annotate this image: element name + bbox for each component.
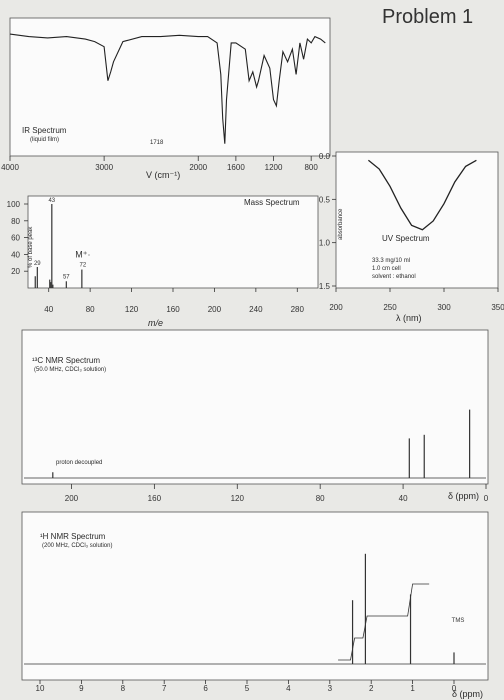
uv-y-tick-label: 0.0 <box>319 152 331 161</box>
ir-x-tick-label: 800 <box>304 163 318 172</box>
h1-x-tick-label: 6 <box>203 684 208 693</box>
ms-y-tick-label: 40 <box>11 250 20 259</box>
h1-x-tick-label: 0 <box>452 684 457 693</box>
ms-y-tick-label: 60 <box>11 234 20 243</box>
ms-peak-label: M⁺· <box>75 250 90 260</box>
ms-x-tick-label: 120 <box>125 305 139 314</box>
c13-x-tick-label: 80 <box>316 494 325 503</box>
h1-subtitle: (200 MHz, CDCl₃ solution) <box>42 543 113 549</box>
ms-title: Mass Spectrum <box>244 198 300 207</box>
c13-note: proton decoupled <box>56 460 103 466</box>
c13-x-tick-label: 120 <box>231 494 245 503</box>
uv-note-2: 1.0 cm cell <box>372 266 401 272</box>
c13-xlabel: δ (ppm) <box>448 491 480 501</box>
ms-y-tick-label: 100 <box>7 200 21 209</box>
uv-x-tick-label: 250 <box>383 303 397 312</box>
h1-x-tick-label: 7 <box>162 684 167 693</box>
uv-note-3: solvent : ethanol <box>372 274 416 280</box>
ir-annotation: 1718 <box>150 140 164 146</box>
ir-xlabel: V (cm⁻¹) <box>146 170 181 180</box>
h1-x-tick-label: 4 <box>286 684 291 693</box>
uv-x-tick-label: 200 <box>329 303 343 312</box>
ir-trace <box>9 33 326 144</box>
ms-peak-label: 29 <box>34 261 41 267</box>
ms-frame <box>27 195 319 289</box>
ir-x-tick-label: 2000 <box>189 163 207 172</box>
uv-ylabel: absorbance <box>338 208 344 240</box>
uv-xlabel: λ (nm) <box>396 313 422 323</box>
ir-x-tick-label: 3000 <box>95 163 113 172</box>
uv-title: UV Spectrum <box>382 234 430 243</box>
ms-x-tick-label: 160 <box>166 305 180 314</box>
h1-xlabel: δ (ppm) <box>452 689 484 699</box>
h1-x-tick-label: 8 <box>121 684 126 693</box>
uv-y-tick-label: 1.5 <box>319 282 331 291</box>
uv-y-tick-label: 1.0 <box>319 239 331 248</box>
ms-y-tick-label: 80 <box>11 217 20 226</box>
ms-x-tick-label: 40 <box>44 305 53 314</box>
ms-y-tick-label: 20 <box>11 267 20 276</box>
c13-subtitle: (50.0 MHz, CDCl₃ solution) <box>34 367 107 373</box>
h1-integration-curve <box>338 583 430 661</box>
ms-peak-label: 43 <box>48 198 55 204</box>
ir-subtitle: (liquid film) <box>30 137 60 143</box>
c13-x-tick-label: 160 <box>148 494 162 503</box>
h1-x-tick-label: 2 <box>369 684 374 693</box>
c13-x-tick-label: 200 <box>65 494 79 503</box>
page-title: Problem 1 <box>382 6 474 28</box>
ir-x-tick-label: 1200 <box>265 163 283 172</box>
c13-x-tick-label: 40 <box>399 494 408 503</box>
h1-x-tick-label: 3 <box>328 684 333 693</box>
ms-x-tick-label: 200 <box>208 305 222 314</box>
ms-x-tick-label: 280 <box>291 305 305 314</box>
h1-title: ¹H NMR Spectrum <box>40 532 106 541</box>
c13-frame <box>21 329 489 485</box>
h1-x-tick-label: 9 <box>79 684 84 693</box>
ir-frame <box>9 17 331 157</box>
h1-peak-label: TMS <box>452 618 465 624</box>
uv-y-tick-label: 0.5 <box>319 195 331 204</box>
h1-x-tick-label: 1 <box>410 684 415 693</box>
ms-xlabel: m/e <box>148 318 164 328</box>
uv-x-tick-label: 300 <box>437 303 451 312</box>
ms-x-tick-label: 240 <box>249 305 263 314</box>
uv-trace <box>367 159 477 231</box>
ir-x-tick-label: 1600 <box>227 163 245 172</box>
c13-title: ¹³C NMR Spectrum <box>32 356 101 365</box>
ms-peak-label: 72 <box>80 263 87 269</box>
h1-x-tick-label: 5 <box>245 684 250 693</box>
uv-note-1: 33.3 mg/10 ml <box>372 258 411 264</box>
uv-x-tick-label: 350 <box>491 303 504 312</box>
uv-frame <box>335 151 499 289</box>
ir-title: IR Spectrum <box>22 126 67 135</box>
ms-peak-label: 57 <box>63 274 70 280</box>
ms-x-tick-label: 80 <box>86 305 95 314</box>
ir-x-tick-label: 4000 <box>1 163 19 172</box>
c13-x-tick-label: 0 <box>484 494 489 503</box>
ms-ylabel: % of base peak <box>28 226 34 268</box>
h1-x-tick-label: 10 <box>36 684 45 693</box>
